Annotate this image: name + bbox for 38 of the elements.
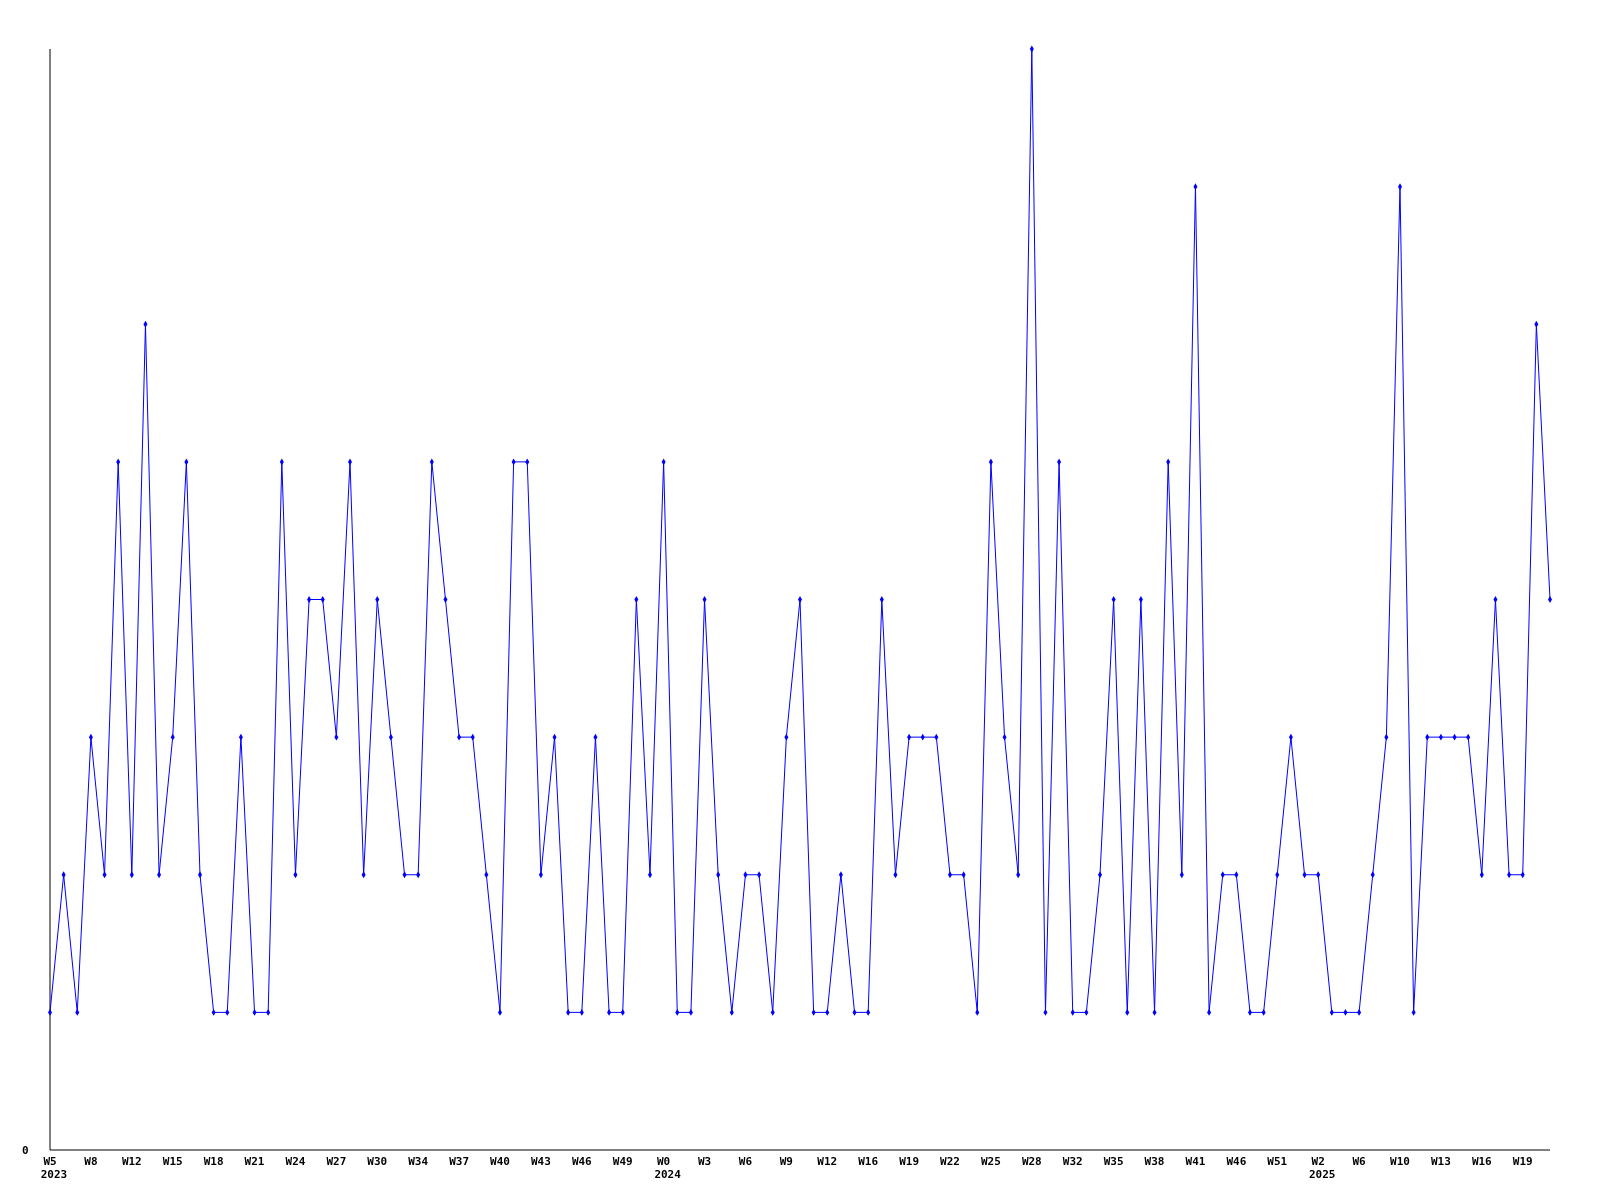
x-tick-label: W16 bbox=[858, 1155, 879, 1168]
x-tick-label: W22 bbox=[940, 1155, 960, 1168]
x-tick-label: W38 bbox=[1144, 1155, 1165, 1168]
x-tick-label: W37 bbox=[449, 1155, 470, 1168]
x-tick-label: W49 bbox=[612, 1155, 633, 1168]
x-tick-label: W21 bbox=[244, 1155, 265, 1168]
x-tick-label: W6 bbox=[738, 1155, 753, 1168]
x-tick-label: W24 bbox=[285, 1155, 306, 1168]
x-tick-label: W27 bbox=[326, 1155, 347, 1168]
x-tick-label: W15 bbox=[162, 1155, 183, 1168]
x-tick-label: W25 bbox=[980, 1155, 1001, 1168]
x-tick-label: W34 bbox=[408, 1155, 429, 1168]
x-tick-label: W9 bbox=[779, 1155, 793, 1168]
x-tick-label: W19 bbox=[899, 1155, 920, 1168]
x-tick-label: W28 bbox=[1021, 1155, 1042, 1168]
x-tick-label: W46 bbox=[1226, 1155, 1247, 1168]
x-tick-label: W16 bbox=[1471, 1155, 1493, 1168]
text: 0 bbox=[22, 1144, 29, 1157]
x-tick-label: W51 bbox=[1267, 1155, 1288, 1168]
x-tick-label: W2 2025 bbox=[1308, 1155, 1336, 1181]
x-tick-label: W6 bbox=[1352, 1155, 1367, 1168]
x-tick-label: W30 bbox=[367, 1155, 388, 1168]
x-tick-label: W41 bbox=[1185, 1155, 1206, 1168]
x-tick-label: W13 bbox=[1430, 1155, 1451, 1168]
x-tick-label: W12 bbox=[817, 1155, 838, 1168]
x-tick-label: W10 bbox=[1390, 1155, 1410, 1168]
x-tick-label: W35 bbox=[1103, 1155, 1124, 1168]
x-tick-label: W46 bbox=[571, 1155, 593, 1168]
x-tick-label: W18 bbox=[203, 1155, 224, 1168]
x-tick-label: W40 bbox=[490, 1155, 510, 1168]
x-tick-label: W8 bbox=[84, 1155, 98, 1168]
x-tick-label: W12 bbox=[121, 1155, 142, 1168]
x-tick-label: W0 2024 bbox=[654, 1155, 682, 1181]
x-tick-label: W43 bbox=[530, 1155, 551, 1168]
x-tick-label: W3 bbox=[697, 1155, 712, 1168]
x-tick-label: W32 bbox=[1062, 1155, 1083, 1168]
x-tick-label: W19 bbox=[1512, 1155, 1533, 1168]
x-tick-label: W5 2023 bbox=[40, 1155, 68, 1181]
